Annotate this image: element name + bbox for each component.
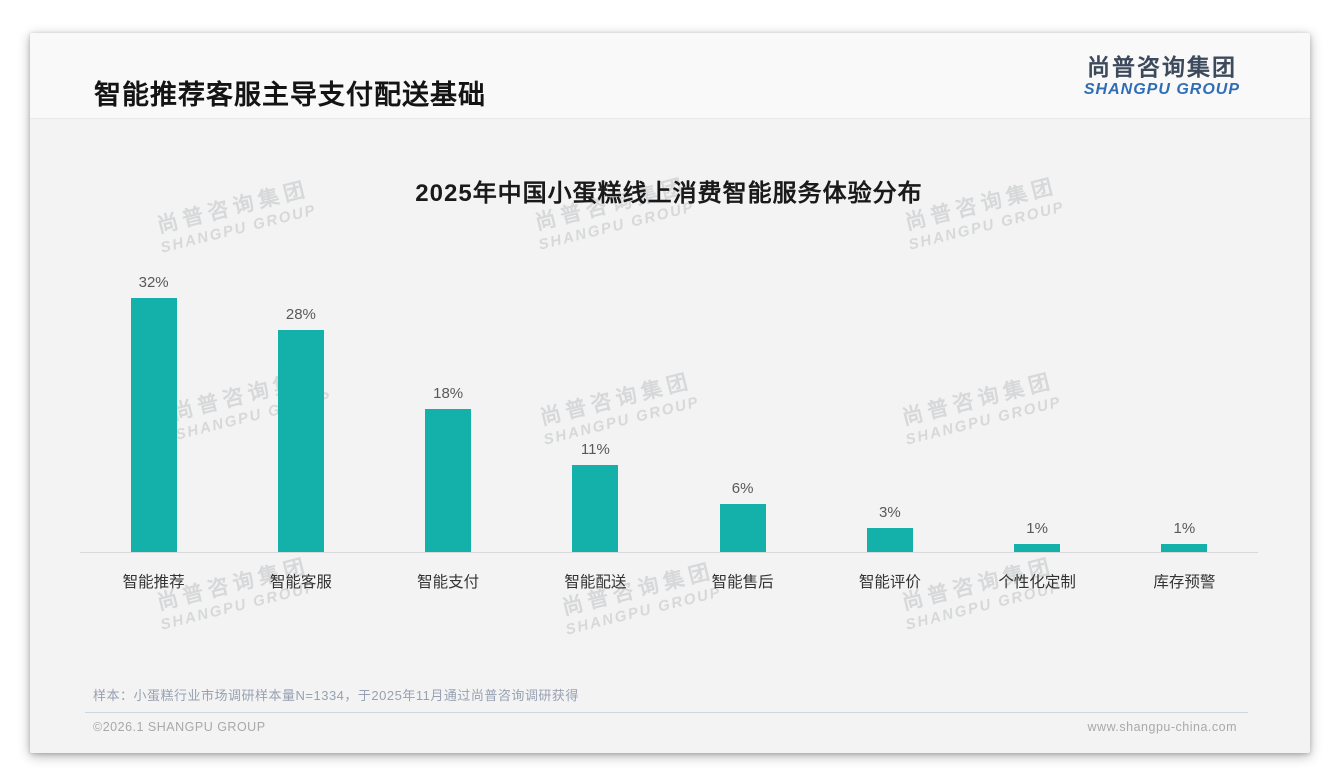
bar xyxy=(130,298,177,552)
category-label: 个性化定制 xyxy=(998,574,1076,591)
bar-slot: 1% xyxy=(964,520,1111,552)
copyright-text: ©2026.1 SHANGPU GROUP xyxy=(93,720,266,734)
category-label: 智能推荐 xyxy=(122,574,185,591)
bar-slot: 1% xyxy=(1111,520,1258,552)
bar-slot: 3% xyxy=(816,504,963,552)
bar xyxy=(1014,544,1061,552)
bar-value-label: 11% xyxy=(580,441,610,458)
page-title: 智能推荐客服主导支付配送基础 xyxy=(94,80,486,110)
bar xyxy=(866,528,913,552)
watermark: 尚普咨询集团 SHANGPU GROUP xyxy=(532,548,747,644)
bar-slot: 32% xyxy=(80,274,227,552)
bar-slot: 6% xyxy=(669,480,816,552)
bar xyxy=(1161,544,1208,552)
slide-header: 智能推荐客服主导支付配送基础 尚普咨询集团 SHANGPU GROUP xyxy=(30,33,1310,119)
bar-value-label: 1% xyxy=(1026,520,1048,537)
sample-note: 样本：小蛋糕行业市场调研样本量N=1334，于2025年11月通过尚普咨询调研获… xyxy=(93,688,579,703)
category-label: 智能评价 xyxy=(858,574,921,591)
bar-slot: 18% xyxy=(375,385,522,552)
bar-slot: 11% xyxy=(522,441,669,552)
category-label: 库存预警 xyxy=(1153,574,1216,591)
chart-category-axis: 智能推荐 智能客服 智能支付 智能配送 智能售后 智能评价 个性化定制 库存预警 xyxy=(80,570,1258,592)
bar-value-label: 18% xyxy=(433,385,464,402)
chart-plot-area: 32% 28% 18% 11% 6% 3% 1% 1% xyxy=(80,274,1258,553)
website-text: www.shangpu-china.com xyxy=(1087,720,1237,734)
bar-value-label: 1% xyxy=(1173,520,1196,537)
bar xyxy=(719,504,766,552)
bar xyxy=(572,465,619,552)
slide-card: 尚普咨询集团 SHANGPU GROUP 尚普咨询集团 SHANGPU GROUP 尚普… xyxy=(30,33,1310,753)
bar xyxy=(277,330,324,552)
chart-title: 2025年中国小蛋糕线上消费智能服务体验分布 xyxy=(415,180,923,207)
bar-slot: 28% xyxy=(227,306,374,552)
company-logo: 尚普咨询集团 SHANGPU GROUP xyxy=(1083,54,1240,100)
slide-footer: ©2026.1 SHANGPU GROUP www.shangpu-china.… xyxy=(85,712,1248,734)
category-label: 智能支付 xyxy=(417,574,480,591)
logo-english-text: SHANGPU GROUP xyxy=(1083,81,1240,99)
category-label: 智能配送 xyxy=(564,574,627,591)
bar-value-label: 6% xyxy=(731,480,754,497)
bar-value-label: 28% xyxy=(285,306,316,323)
category-label: 智能售后 xyxy=(711,574,774,591)
bar-value-label: 3% xyxy=(879,504,901,521)
bar xyxy=(425,409,472,552)
category-label: 智能客服 xyxy=(269,574,332,591)
bar-value-label: 32% xyxy=(138,274,169,291)
logo-chinese-text: 尚普咨询集团 xyxy=(1086,54,1237,80)
